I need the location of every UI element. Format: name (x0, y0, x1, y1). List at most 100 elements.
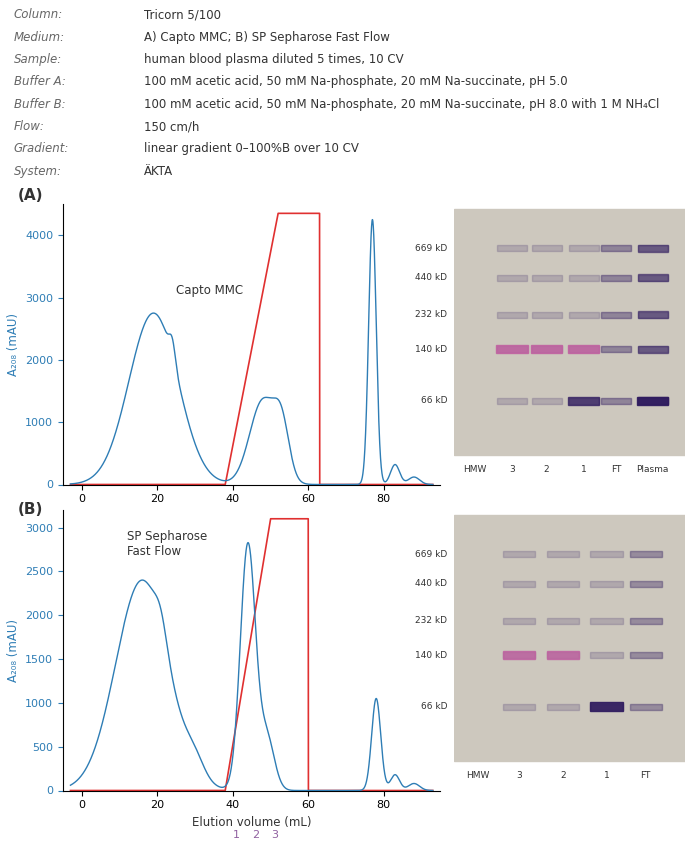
Bar (547, 552, 579, 558)
Bar (601, 275, 630, 280)
Text: 140 kD: 140 kD (415, 344, 447, 354)
Bar (601, 398, 630, 404)
Bar (637, 398, 668, 404)
Text: Medium:: Medium: (14, 31, 65, 44)
Bar (532, 312, 561, 318)
Bar (637, 312, 668, 318)
Text: 440 kD: 440 kD (415, 274, 447, 282)
Bar (591, 618, 623, 624)
Bar (630, 652, 662, 658)
Bar (503, 651, 535, 659)
Text: SP Sepharose
Fast Flow: SP Sepharose Fast Flow (127, 530, 208, 558)
Bar (532, 398, 561, 404)
Text: FT: FT (640, 771, 651, 779)
Text: System:: System: (14, 165, 62, 178)
Text: 100 mM acetic acid, 50 mM Na-phosphate, 20 mM Na-succinate, pH 8.0 with 1 M NH₄C: 100 mM acetic acid, 50 mM Na-phosphate, … (144, 98, 659, 110)
Bar (547, 652, 579, 658)
Text: 440 kD: 440 kD (415, 580, 447, 588)
Bar (591, 704, 623, 710)
Bar (601, 398, 630, 404)
Bar (637, 245, 668, 252)
Bar (503, 704, 535, 710)
Bar (630, 618, 662, 624)
Text: HMW: HMW (466, 771, 489, 779)
Text: (A): (A) (17, 188, 43, 203)
Bar (568, 345, 599, 353)
Bar (637, 398, 668, 405)
Bar (531, 345, 562, 353)
Text: linear gradient 0–100%B over 10 CV: linear gradient 0–100%B over 10 CV (144, 143, 359, 156)
Bar (497, 346, 527, 352)
Text: Sample:: Sample: (14, 54, 62, 66)
Bar (637, 346, 668, 353)
Bar (637, 311, 668, 318)
Bar (503, 581, 535, 586)
Text: 1: 1 (248, 524, 255, 534)
Text: 140 kD: 140 kD (415, 650, 447, 660)
Bar (568, 398, 598, 404)
Bar (630, 704, 662, 710)
Text: 1: 1 (604, 771, 610, 779)
Text: 1: 1 (581, 465, 586, 473)
Bar (601, 346, 630, 352)
Bar (630, 704, 662, 710)
Text: Gradient:: Gradient: (14, 143, 69, 156)
Text: Tricorn 5/100: Tricorn 5/100 (144, 8, 221, 21)
Bar (630, 652, 662, 658)
Bar (503, 552, 535, 558)
Text: HMW: HMW (463, 465, 487, 473)
Bar (630, 581, 662, 586)
Bar (601, 246, 630, 252)
Bar (497, 246, 527, 252)
Text: 66 kD: 66 kD (421, 396, 447, 405)
Bar (591, 581, 623, 586)
Bar (454, 209, 685, 455)
Bar (497, 398, 527, 404)
Bar (630, 552, 662, 558)
Bar (601, 346, 630, 352)
Text: 66 kD: 66 kD (421, 702, 447, 711)
Bar (547, 618, 579, 624)
Text: 3: 3 (516, 771, 522, 779)
Text: ÄKTA: ÄKTA (144, 165, 173, 178)
Text: FT: FT (611, 465, 621, 473)
Bar (547, 581, 579, 586)
Text: Plasma: Plasma (637, 465, 669, 473)
Bar (591, 652, 623, 658)
Bar (532, 346, 561, 352)
Text: 669 kD: 669 kD (415, 244, 447, 252)
Bar (630, 552, 662, 558)
X-axis label: Elution volume (mL): Elution volume (mL) (192, 816, 311, 829)
Text: Column:: Column: (14, 8, 63, 21)
Text: 3: 3 (286, 524, 293, 534)
Text: 100 mM acetic acid, 50 mM Na-phosphate, 20 mM Na-succinate, pH 5.0: 100 mM acetic acid, 50 mM Na-phosphate, … (144, 76, 568, 88)
Text: human blood plasma diluted 5 times, 10 CV: human blood plasma diluted 5 times, 10 C… (144, 54, 403, 66)
Bar (637, 397, 668, 405)
Bar (637, 275, 668, 281)
Bar (601, 312, 630, 318)
Text: Flow:: Flow: (14, 120, 45, 133)
Text: (B): (B) (17, 502, 43, 518)
Text: 2: 2 (267, 524, 274, 534)
Text: 2: 2 (252, 830, 259, 840)
Bar (637, 346, 668, 352)
Text: 2: 2 (560, 771, 565, 779)
Bar (568, 397, 599, 405)
X-axis label: Elution volume (mL): Elution volume (mL) (192, 510, 311, 523)
Text: Capto MMC: Capto MMC (176, 284, 243, 297)
Bar (454, 515, 685, 761)
Bar (637, 275, 668, 280)
Text: 150 cm/h: 150 cm/h (144, 120, 199, 133)
Bar (568, 275, 598, 280)
Text: 2: 2 (544, 465, 549, 473)
Text: Buffer B:: Buffer B: (14, 98, 66, 110)
Bar (601, 312, 630, 318)
Text: 3: 3 (509, 465, 515, 473)
Bar (630, 618, 662, 624)
Bar (568, 246, 598, 252)
Bar (637, 246, 668, 252)
Bar (497, 275, 527, 280)
Text: 1: 1 (233, 830, 240, 840)
Bar (591, 702, 623, 711)
Bar (547, 651, 579, 659)
